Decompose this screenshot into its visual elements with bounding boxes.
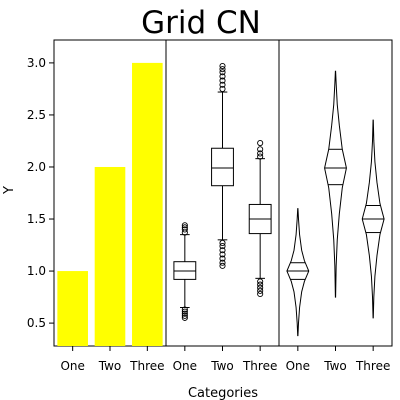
violin-shape xyxy=(286,208,310,337)
x-tick-label: Two xyxy=(98,359,122,373)
box-3 xyxy=(248,139,272,298)
outlier-point xyxy=(219,239,226,247)
outlier-point xyxy=(181,224,188,231)
outlier-point xyxy=(219,62,226,70)
outlier-point xyxy=(219,69,226,76)
outlier-point xyxy=(219,255,226,262)
violin-3 xyxy=(361,119,385,319)
outlier-point xyxy=(257,281,264,288)
outlier-point xyxy=(257,150,264,157)
outlier-point xyxy=(181,222,188,229)
outlier-point xyxy=(219,73,226,80)
y-tick-label: 2.0 xyxy=(27,160,46,174)
outlier-point xyxy=(257,290,264,298)
violin-1 xyxy=(286,208,310,337)
outlier-point xyxy=(257,139,264,147)
outlier-point xyxy=(257,278,264,285)
box-1 xyxy=(173,222,197,321)
panel-boxplot xyxy=(173,62,272,321)
outlier-point xyxy=(181,312,188,319)
box-body xyxy=(211,147,234,187)
outlier-point xyxy=(219,77,226,84)
x-tick-label: Two xyxy=(210,359,234,373)
y-tick-label: 1.5 xyxy=(27,212,46,226)
x-tick-label: Three xyxy=(355,359,390,373)
x-tick-label: One xyxy=(173,359,197,373)
outlier-point xyxy=(257,146,264,153)
outlier-point xyxy=(257,287,264,294)
y-tick-label: 0.5 xyxy=(27,316,46,330)
x-tick-label: One xyxy=(286,359,310,373)
y-axis-label: Y xyxy=(2,186,17,195)
bar xyxy=(94,166,126,346)
x-tick-label: Three xyxy=(242,359,277,373)
box-2 xyxy=(211,62,234,269)
bar xyxy=(57,271,88,346)
y-axis: 0.5 1.0 1.5 2.0 2.5 3.0 xyxy=(27,56,54,330)
outlier-point xyxy=(219,85,226,92)
outlier-point xyxy=(257,153,264,160)
outlier-point xyxy=(181,306,188,313)
outlier-point xyxy=(257,284,264,291)
outlier-point xyxy=(219,251,226,258)
y-tick-label: 3.0 xyxy=(27,56,46,70)
outlier-point xyxy=(181,308,188,315)
x-tick-label: Two xyxy=(323,359,347,373)
x-axis-label: Categories xyxy=(188,386,258,400)
outlier-point xyxy=(219,243,226,250)
outlier-point xyxy=(219,81,226,88)
panel-bar xyxy=(57,62,163,347)
outlier-point xyxy=(181,310,188,317)
outlier-point xyxy=(219,66,226,73)
chart-title: Grid CN xyxy=(141,5,261,41)
box-body xyxy=(173,261,197,280)
outlier-point xyxy=(219,247,226,254)
violin-2 xyxy=(324,70,347,298)
x-axis: One Two Three One Two Three One Two Three xyxy=(60,346,390,373)
violin-shape xyxy=(324,70,347,298)
chart-panels xyxy=(57,40,385,347)
y-tick-label: 1.0 xyxy=(27,264,46,278)
x-tick-label: Three xyxy=(129,359,164,373)
bar xyxy=(132,62,163,347)
x-tick-label: One xyxy=(60,359,84,373)
y-tick-label: 2.5 xyxy=(27,108,46,122)
outlier-point xyxy=(219,259,226,266)
outlier-point xyxy=(181,314,188,321)
outlier-point xyxy=(219,262,226,269)
outlier-point xyxy=(181,226,188,233)
panel-violin xyxy=(286,70,385,337)
